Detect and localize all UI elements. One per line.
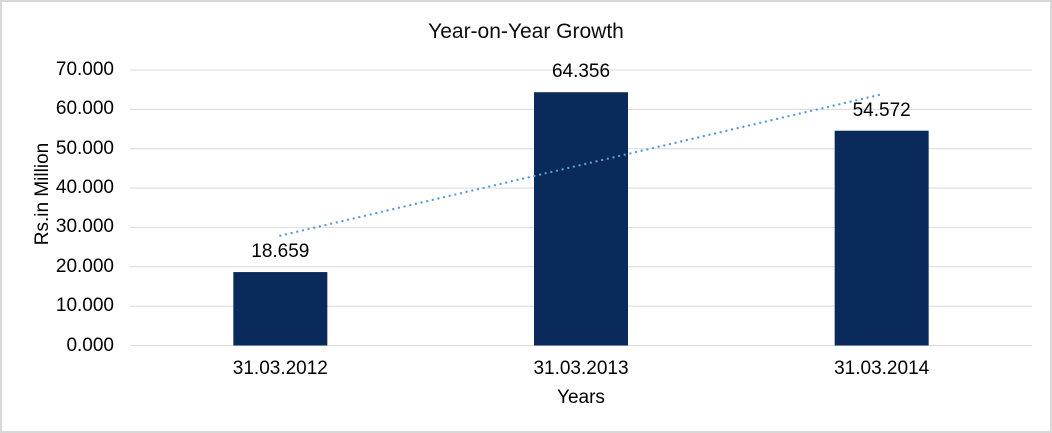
y-tick-label: 50.000 (55, 137, 114, 159)
y-tick-label: 40.000 (55, 177, 114, 199)
y-tick-label: 20.000 (55, 255, 114, 277)
bar-value-label: 54.572 (852, 99, 911, 121)
y-tick-label: 30.000 (55, 216, 114, 238)
bar-value-label: 18.659 (251, 241, 310, 263)
category-label: 31.03.2012 (232, 358, 328, 379)
y-tick-label: 10.000 (55, 295, 114, 317)
y-tick-label: 0.000 (66, 334, 114, 356)
bar (233, 272, 328, 346)
y-tick-label: 70.000 (55, 59, 114, 80)
y-tick-label: 60.000 (55, 98, 114, 120)
category-label: 31.03.2014 (834, 358, 930, 379)
category-label: 31.03.2013 (533, 358, 629, 379)
bar (534, 92, 628, 346)
x-axis-title: Years (557, 387, 605, 408)
chart-title: Year-on-Year Growth (428, 20, 624, 43)
y-axis-title: Rs.in Million (32, 142, 53, 246)
bar (834, 130, 929, 346)
bar-value-label: 64.356 (551, 61, 611, 83)
